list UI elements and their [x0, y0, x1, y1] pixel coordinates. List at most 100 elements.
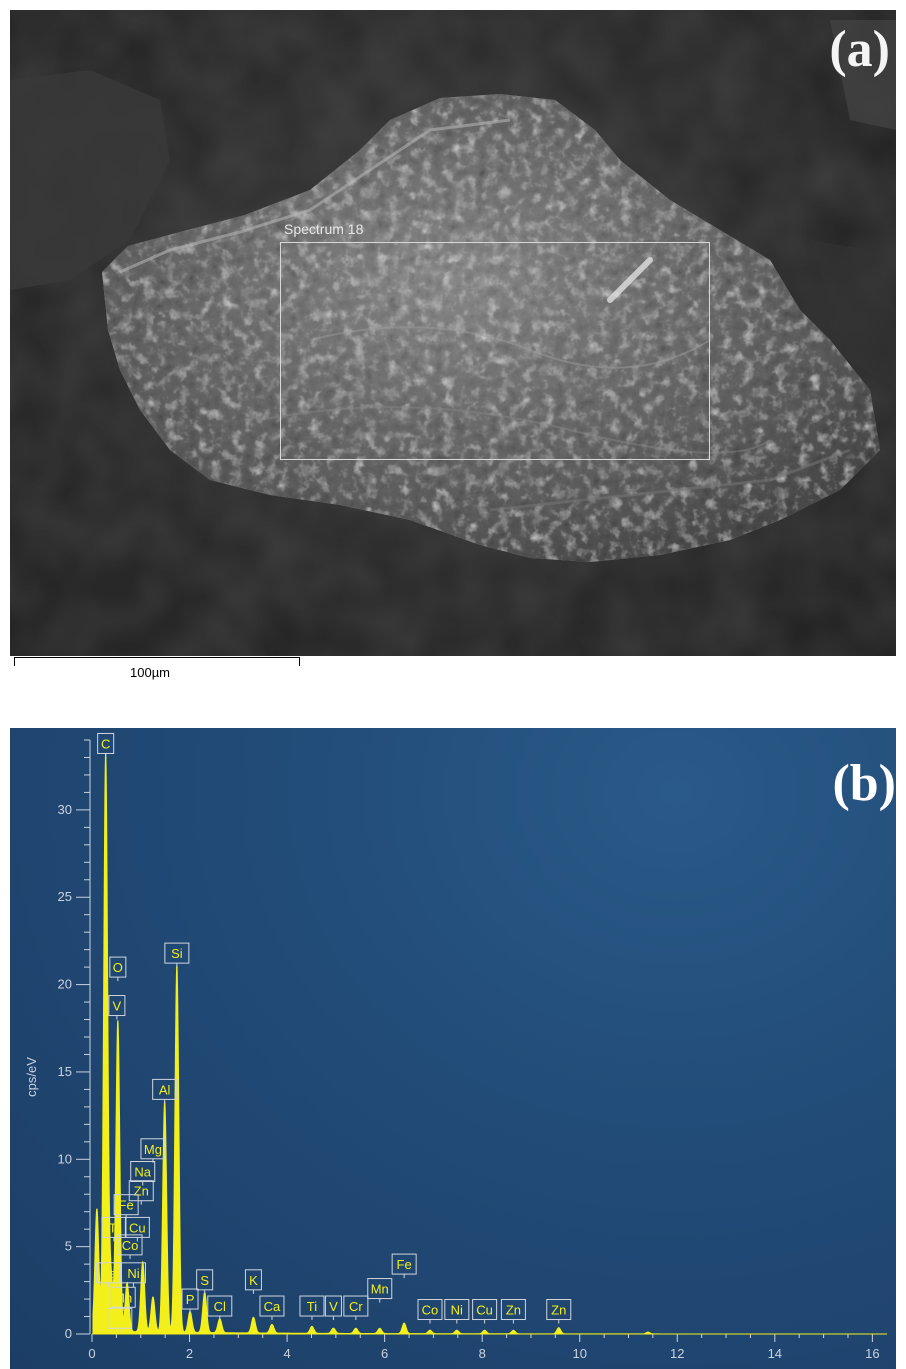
spectrum-peak [378, 1327, 381, 1330]
element-label: Ni [120, 1262, 146, 1287]
x-tick-label: 0 [88, 1346, 95, 1361]
spectrum-peak [252, 1317, 255, 1320]
spectrum-peak [647, 1331, 649, 1334]
element-label-text: Zn [551, 1303, 566, 1318]
spectrum-peak [271, 1324, 273, 1327]
eds-spectrum-panel: 0 2 4 6 8 10 12 14 16 0 5 10 15 20 25 30 cps/eV C O V Si Al M… [10, 728, 896, 1369]
element-label: Mn [110, 1286, 136, 1312]
scale-bar [14, 657, 300, 666]
spectrum-peak [483, 1329, 486, 1332]
y-tick-label: 15 [58, 1064, 72, 1079]
sem-micrograph-panel: Spectrum 18 (a) [10, 10, 896, 656]
element-label-text: Al [159, 1082, 171, 1097]
element-label: Cu [472, 1299, 498, 1324]
element-label-text: Cl [214, 1299, 226, 1314]
element-label-text: Cu [476, 1303, 493, 1318]
x-tick-label: 6 [381, 1346, 388, 1361]
element-label: S [196, 1269, 214, 1294]
element-label: Ti [101, 1216, 127, 1242]
element-label: Co [417, 1299, 443, 1324]
element-label: V [108, 995, 126, 1020]
y-tick-label: 20 [58, 977, 72, 992]
element-label-text: Mn [371, 1282, 389, 1297]
spectrum-peak [429, 1329, 431, 1332]
element-label-text: Zn [134, 1184, 149, 1199]
element-label-text: V [113, 999, 122, 1014]
element-label-text: P [186, 1292, 195, 1307]
spectrum-peak [456, 1329, 458, 1332]
spectrum-peak [311, 1326, 313, 1328]
element-label: K [244, 1269, 262, 1294]
element-label-text: Co [422, 1303, 439, 1318]
y-tick-label: 5 [65, 1239, 72, 1254]
element-label: C [97, 732, 115, 758]
panel-letter-b: (b) [832, 755, 896, 812]
element-label: V [324, 1295, 342, 1321]
y-tick-label: 25 [58, 889, 72, 904]
element-label: Zn [500, 1299, 526, 1324]
element-label-text: Ti [307, 1299, 317, 1314]
element-label-text: Ca [100, 1266, 117, 1281]
spectrum-peak [332, 1327, 335, 1330]
spectrum-peak [152, 1298, 154, 1300]
spectrum-peak [512, 1329, 515, 1332]
element-label-text: Ca [264, 1299, 281, 1314]
element-label-text: Mn [114, 1290, 132, 1305]
element-label-text: Co [122, 1238, 139, 1253]
element-label: Fe [391, 1253, 417, 1279]
element-label: Si [164, 942, 190, 968]
element-label: Mn [367, 1278, 393, 1303]
element-label: Zn [546, 1299, 572, 1324]
element-label: Co [117, 1234, 143, 1259]
element-label: Ca [96, 1262, 122, 1287]
panel-letter-a: (a) [829, 21, 890, 78]
element-label-text: Na [134, 1165, 151, 1180]
element-label-text: Zn [506, 1303, 521, 1318]
x-tick-label: 10 [572, 1346, 586, 1361]
element-label-text: Cu [129, 1220, 146, 1235]
element-label-text: Cr [349, 1299, 363, 1314]
element-label: Cr [107, 1307, 133, 1333]
spectrum-peak [355, 1327, 357, 1330]
element-label-text: Ni [127, 1266, 139, 1281]
sem-particle-image [10, 10, 896, 656]
element-label: Ca [259, 1295, 285, 1321]
element-label-text: V [329, 1299, 338, 1314]
spectrum-peak [126, 1284, 128, 1286]
element-label: Cl [207, 1295, 233, 1321]
y-tick-label: 30 [58, 802, 72, 817]
y-tick-label: 0 [65, 1326, 72, 1341]
element-label: Al [152, 1078, 178, 1104]
x-tick-label: 12 [670, 1346, 684, 1361]
spectrum-peak [96, 1210, 98, 1213]
x-tick-label: 8 [479, 1346, 486, 1361]
element-label-text: O [113, 960, 123, 975]
spectrum-region-box [280, 242, 710, 460]
element-label: Cu [124, 1216, 150, 1242]
spectrum-region-label: Spectrum 18 [284, 221, 364, 237]
spectrum-peak [557, 1327, 560, 1329]
spectrum-peak [110, 1280, 112, 1283]
element-label: Mg [140, 1138, 166, 1163]
element-label: Na [130, 1161, 156, 1186]
x-tick-label: 16 [865, 1346, 879, 1361]
element-label-text: Ni [451, 1303, 463, 1318]
spectrum-peak [117, 1022, 119, 1024]
element-label-text: Si [171, 946, 183, 961]
element-label-text: Mg [144, 1142, 162, 1157]
spectrum-peak [141, 1263, 144, 1265]
element-label-text: Ti [109, 1220, 119, 1235]
x-tick-label: 14 [768, 1346, 782, 1361]
element-label-text: Fe [119, 1198, 134, 1213]
element-label: Fe [113, 1194, 139, 1219]
element-label-text: K [249, 1273, 258, 1288]
element-label: P [181, 1288, 199, 1314]
element-label-text: S [200, 1273, 209, 1288]
element-label: Ni [444, 1299, 470, 1324]
element-label: Cr [343, 1295, 369, 1321]
element-label-text: Cr [113, 1311, 127, 1326]
y-axis-title: cps/eV [24, 1057, 39, 1097]
element-label: Ti [299, 1295, 325, 1321]
y-tick-label: 10 [58, 1151, 72, 1166]
element-label-text: C [101, 736, 110, 751]
